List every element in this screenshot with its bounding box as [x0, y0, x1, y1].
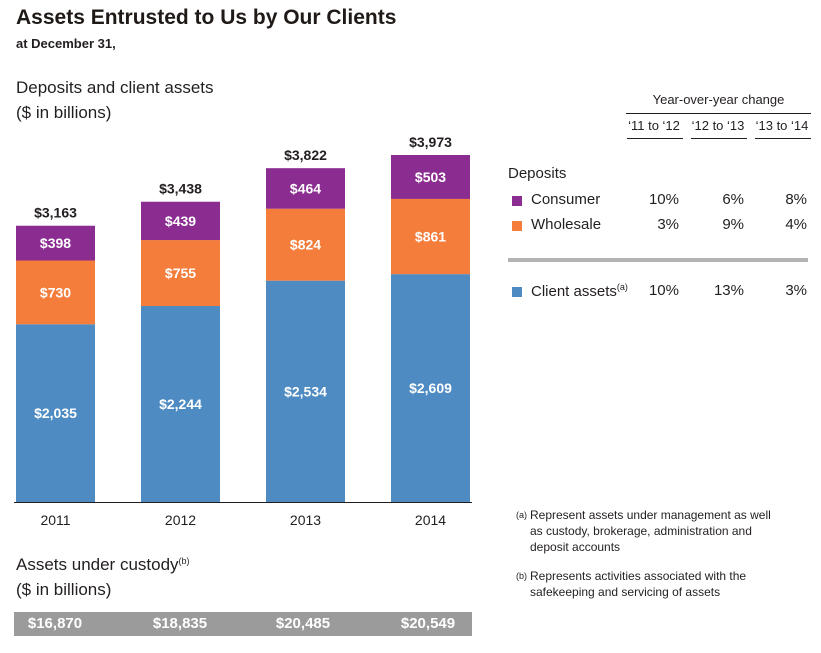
bar-consumer-2012 — [141, 201, 220, 241]
auc-value-2013: $20,485 — [275, 615, 331, 632]
bar-consumer-2014 — [391, 155, 470, 199]
data-label-client-assets-2013: $2,534 — [284, 383, 327, 399]
total-label-2014: $3,973 — [409, 134, 452, 150]
client-change-13-14: 3% — [785, 282, 807, 299]
period-rule — [691, 138, 747, 139]
data-label-wholesale-2014: $861 — [415, 229, 446, 245]
footnote-b-marker: (b) — [516, 571, 527, 581]
bar-wholesale-2012 — [141, 240, 220, 307]
total-label-2013: $3,822 — [284, 147, 327, 163]
data-label-client-assets-2011: $2,035 — [34, 405, 77, 421]
footnote-ref-b: (b) — [178, 556, 190, 566]
data-label-wholesale-2011: $730 — [40, 284, 71, 300]
total-label-2012: $3,438 — [159, 181, 202, 197]
x-tick-label-2014: 2014 — [415, 512, 446, 528]
section-title: Deposits and client assets — [16, 78, 214, 97]
bar-wholesale-2014 — [391, 198, 470, 275]
units-label: ($ in billions) — [16, 103, 112, 122]
consumer-change-11-12: 10% — [648, 191, 679, 208]
yoy-row-consumer: Consumer 10% 6% 8% — [508, 191, 808, 211]
wholesale-change-12-13: 9% — [722, 216, 744, 233]
stacked-bar-chart: $2,035 $730 $398 $3,163 2011 $2,244 $755 $439 $3… — [14, 134, 472, 528]
client-change-11-12: 10% — [648, 282, 679, 299]
data-label-consumer-2011: $398 — [40, 235, 71, 251]
chart-title: Assets Entrusted to Us by Our Clients — [16, 6, 397, 29]
x-tick-label-2011: 2011 — [40, 512, 70, 528]
footnote-ref-a: (a) — [616, 282, 628, 292]
auc-value-2011: $16,870 — [27, 615, 83, 632]
yoy-row-wholesale: Wholesale 3% 9% 4% — [508, 216, 808, 236]
data-label-consumer-2012: $439 — [165, 213, 196, 229]
bar-client-assets-2013 — [266, 280, 345, 502]
data-label-consumer-2013: $464 — [290, 180, 321, 196]
x-tick-label-2012: 2012 — [165, 512, 196, 528]
period-rule — [627, 138, 683, 139]
data-label-wholesale-2012: $755 — [165, 265, 196, 281]
data-label-consumer-2014: $503 — [415, 169, 446, 185]
consumer-change-12-13: 6% — [722, 191, 744, 208]
x-tick-label-2013: 2013 — [290, 512, 321, 528]
consumer-swatch — [512, 196, 522, 206]
client-assets-label: Client assets(a) — [531, 282, 628, 300]
footnote-a-marker: (a) — [516, 510, 527, 520]
auc-value-2012: $18,835 — [152, 615, 208, 632]
client-change-12-13: 13% — [713, 282, 744, 299]
bar-client-assets-2012 — [141, 306, 220, 502]
period-rule — [755, 138, 811, 139]
consumer-label: Consumer — [531, 191, 601, 208]
wholesale-label: Wholesale — [531, 216, 602, 233]
bar-wholesale-2013 — [266, 208, 345, 281]
period-11-12: ‘11 to ‘12 — [628, 118, 680, 133]
auc-units: ($ in billions) — [16, 580, 112, 599]
yoy-header: Year-over-year change — [652, 92, 785, 107]
auc-title: Assets under custody(b) — [16, 555, 190, 574]
client-assets-swatch — [512, 287, 522, 297]
bar-wholesale-2011 — [16, 260, 95, 325]
wholesale-change-11-12: 3% — [657, 216, 679, 233]
bar-client-assets-2014 — [391, 274, 470, 502]
total-label-2011: $3,163 — [34, 205, 77, 221]
auc-value-2014: $20,549 — [400, 615, 456, 632]
consumer-change-13-14: 8% — [785, 191, 807, 208]
period-13-14: ‘13 to ‘14 — [755, 118, 809, 133]
yoy-header-rule — [626, 113, 811, 114]
footnote-a-text: Represent assets under management as wel… — [530, 508, 771, 554]
period-12-13: ‘12 to ‘13 — [691, 118, 745, 133]
auc-band — [14, 612, 472, 636]
table-divider — [508, 258, 808, 262]
chart-subtitle: at December 31, — [16, 36, 116, 51]
bar-consumer-2013 — [266, 168, 345, 209]
wholesale-change-13-14: 4% — [785, 216, 807, 233]
wholesale-swatch — [512, 221, 522, 231]
data-label-client-assets-2012: $2,244 — [159, 396, 202, 412]
yoy-row-client-assets: Client assets(a) 10% 13% 3% — [508, 282, 808, 302]
footnote-b-text: Represents activities associated with th… — [530, 569, 747, 599]
deposits-label: Deposits — [508, 165, 567, 182]
bar-client-assets-2011 — [16, 324, 95, 502]
data-label-client-assets-2014: $2,609 — [409, 380, 452, 396]
data-label-wholesale-2013: $824 — [290, 237, 321, 253]
bar-consumer-2011 — [16, 225, 95, 261]
